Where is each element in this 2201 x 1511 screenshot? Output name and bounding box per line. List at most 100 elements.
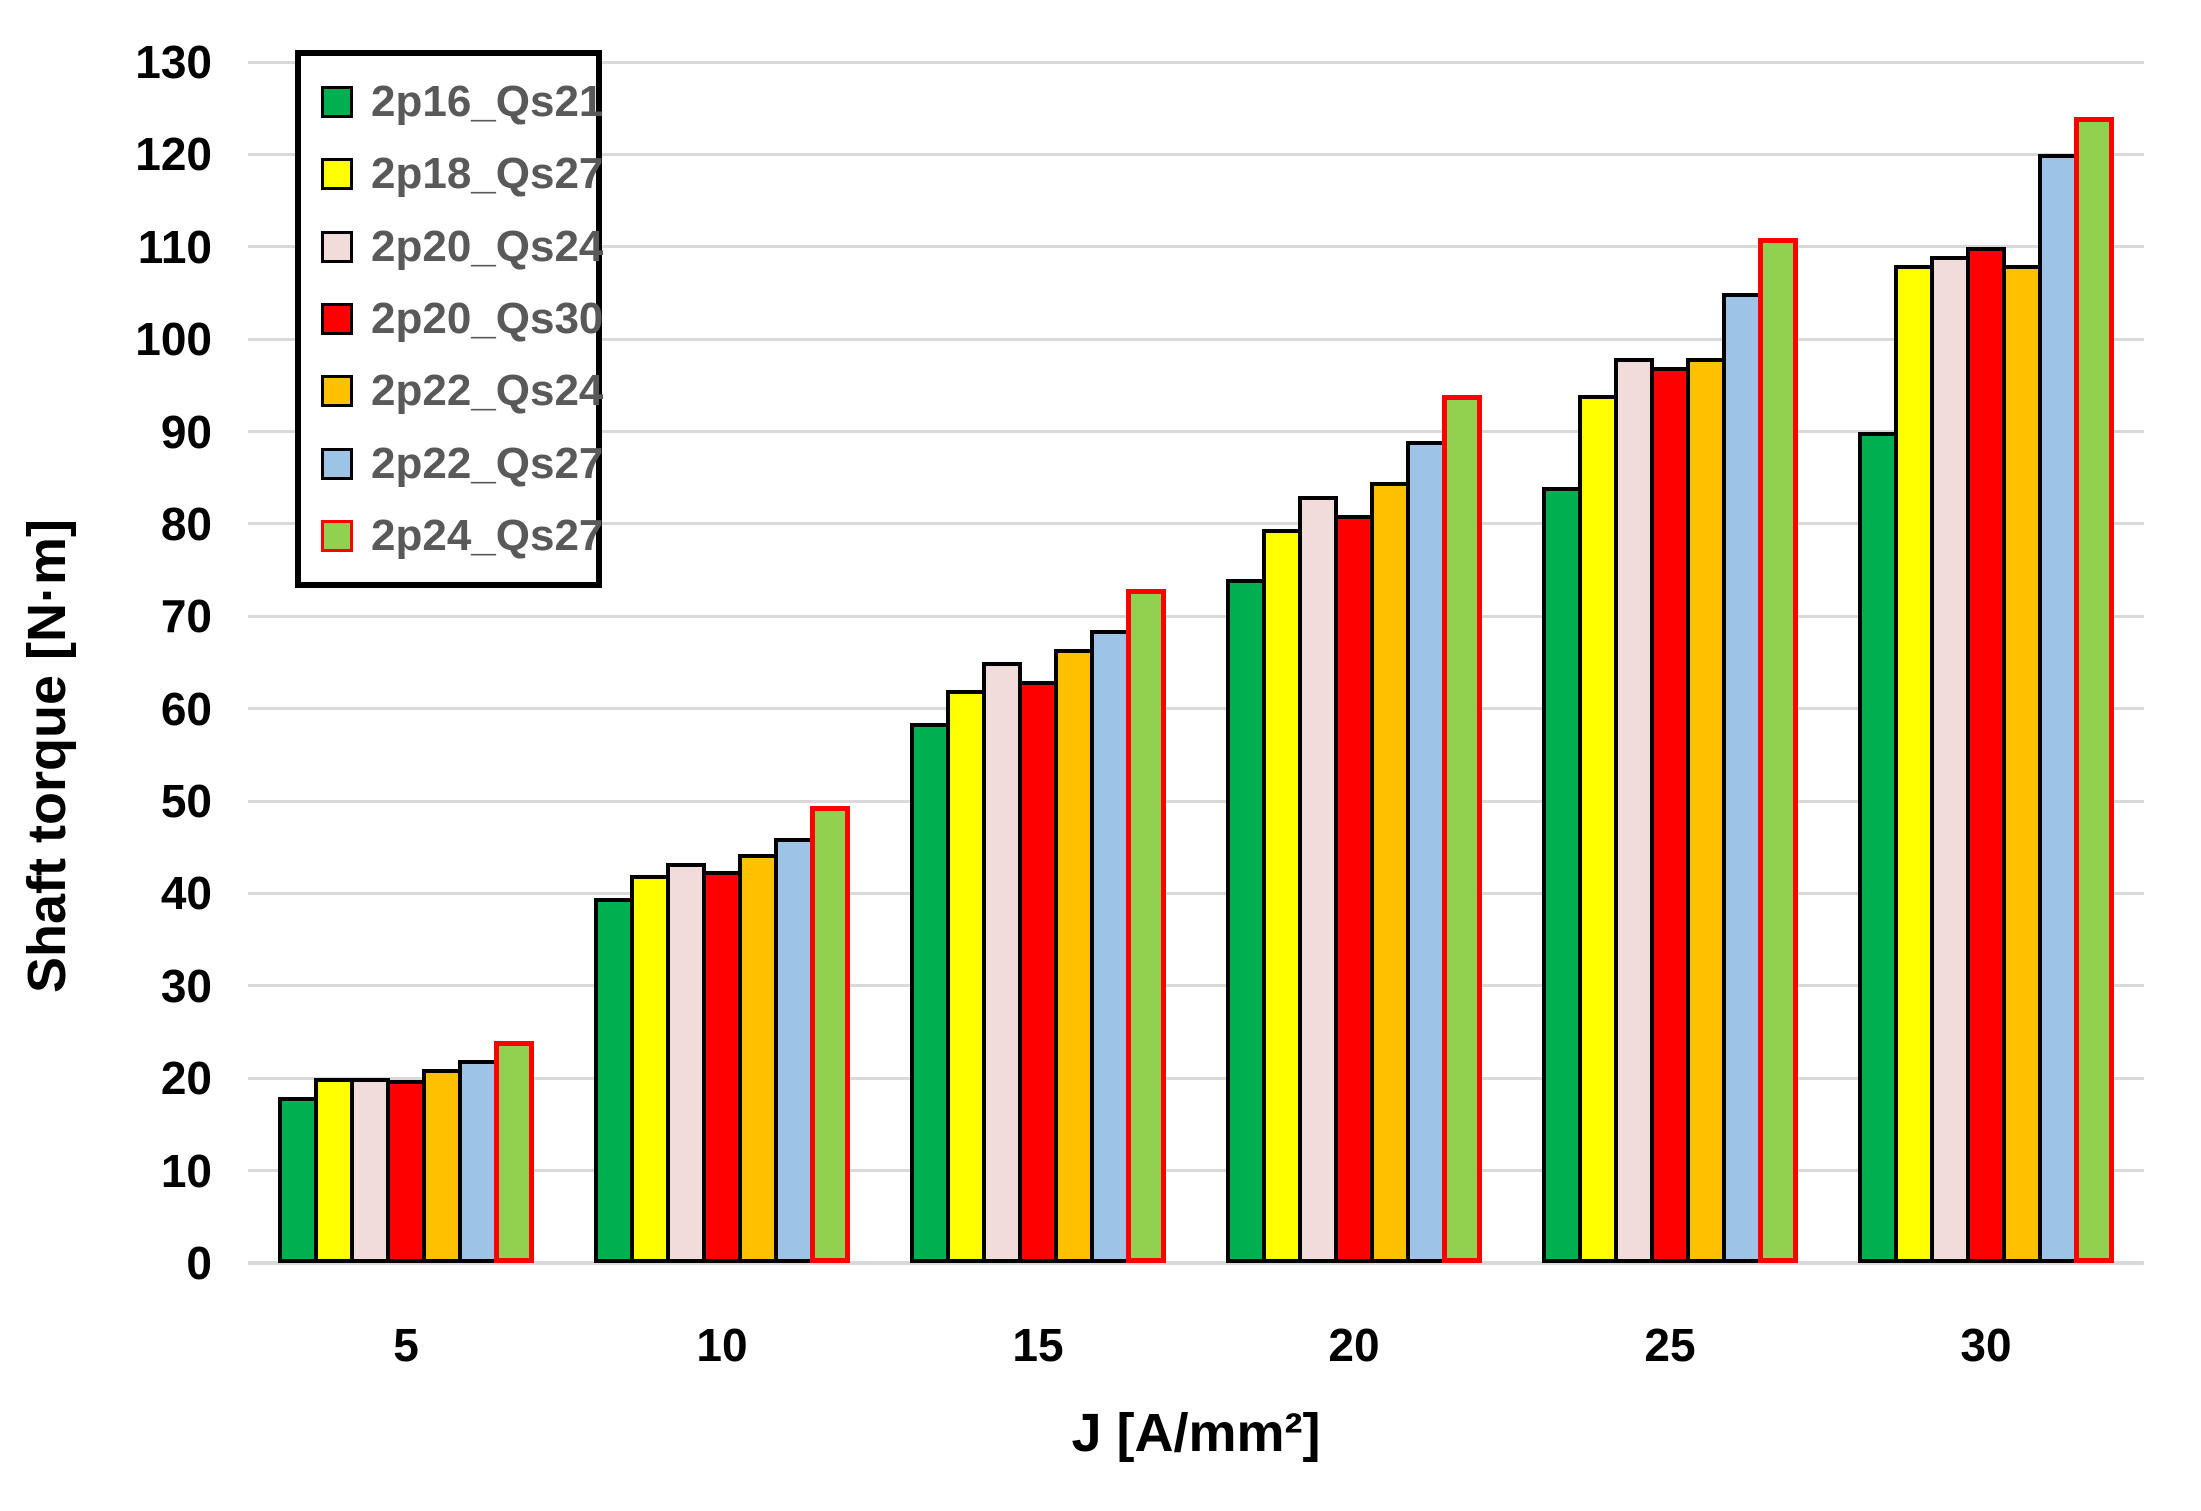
- bar-2p16_Qs21-J15: [910, 723, 950, 1263]
- bar-2p20_Qs24-J25: [1614, 358, 1654, 1263]
- bar-group-10: [564, 806, 880, 1263]
- gridline-20: [248, 1076, 2144, 1080]
- gridline-80: [248, 522, 2144, 526]
- bar-2p22_Qs24-J30: [2002, 265, 2042, 1263]
- legend-label-2p20_Qs30: 2p20_Qs30: [371, 293, 604, 343]
- bar-2p24_Qs27-J25: [1758, 238, 1798, 1263]
- legend-item-2p20_Qs24: 2p20_Qs24: [321, 222, 603, 272]
- bar-2p22_Qs27-J5: [458, 1060, 498, 1263]
- legend-item-2p24_Qs27: 2p24_Qs27: [321, 511, 603, 561]
- bar-2p22_Qs24-J10: [738, 854, 778, 1263]
- gridline-40: [248, 891, 2144, 895]
- x-axis-title: J [A/mm²]: [1071, 1403, 1321, 1463]
- y-tick-60: 60: [160, 682, 212, 735]
- x-tick-20: 20: [1328, 1319, 1380, 1371]
- bar-2p22_Qs24-J20: [1370, 482, 1410, 1263]
- bar-2p22_Qs27-J25: [1722, 293, 1762, 1263]
- bar-2p20_Qs24-J30: [1930, 256, 1970, 1263]
- bar-group-30: [1828, 117, 2144, 1263]
- plot-area: [248, 60, 2144, 1265]
- bar-2p20_Qs30-J20: [1334, 515, 1374, 1263]
- bar-2p16_Qs21-J5: [278, 1097, 318, 1263]
- bar-2p20_Qs30-J15: [1018, 681, 1058, 1263]
- bar-2p22_Qs27-J10: [774, 838, 814, 1263]
- bar-2p20_Qs24-J10: [666, 863, 706, 1263]
- bar-group-20: [1196, 395, 1512, 1263]
- bar-2p20_Qs24-J20: [1298, 496, 1338, 1263]
- bar-2p18_Qs27-J5: [314, 1078, 354, 1263]
- y-tick-20: 20: [160, 1052, 212, 1105]
- legend-item-2p18_Qs27: 2p18_Qs27: [321, 149, 603, 199]
- y-tick-100: 100: [135, 313, 212, 366]
- legend-swatch-2p24_Qs27: [321, 519, 353, 552]
- bar-2p18_Qs27-J25: [1578, 395, 1618, 1263]
- x-tick-25: 25: [1644, 1319, 1696, 1371]
- legend-label-2p18_Qs27: 2p18_Qs27: [371, 149, 604, 199]
- bar-2p18_Qs27-J15: [946, 690, 986, 1263]
- bar-2p20_Qs30-J30: [1966, 247, 2006, 1263]
- gridline-110: [248, 245, 2144, 249]
- gridline-60: [248, 707, 2144, 711]
- bar-2p24_Qs27-J20: [1442, 395, 1482, 1263]
- bar-2p20_Qs24-J5: [350, 1078, 390, 1263]
- y-tick-110: 110: [137, 220, 212, 273]
- bar-2p18_Qs27-J10: [630, 875, 670, 1263]
- legend-swatch-2p16_Qs21: [321, 86, 353, 119]
- bar-group-25: [1512, 238, 1828, 1263]
- bar-2p22_Qs27-J30: [2038, 154, 2078, 1263]
- gridline-50: [248, 799, 2144, 803]
- legend-label-2p20_Qs24: 2p20_Qs24: [371, 221, 604, 271]
- legend-swatch-2p20_Qs24: [321, 230, 353, 263]
- gridline-30: [248, 984, 2144, 988]
- gridline-120: [248, 152, 2144, 156]
- bar-group-5: [248, 1041, 564, 1263]
- bar-2p20_Qs30-J10: [702, 871, 742, 1263]
- legend-item-2p22_Qs24: 2p22_Qs24: [321, 366, 603, 416]
- legend-swatch-2p18_Qs27: [321, 158, 353, 191]
- gridline-70: [248, 614, 2144, 618]
- gridline-100: [248, 337, 2144, 341]
- legend-item-2p16_Qs21: 2p16_Qs21: [321, 77, 603, 127]
- legend-swatch-2p22_Qs24: [321, 375, 353, 408]
- bar-2p24_Qs27-J5: [494, 1041, 534, 1263]
- bar-2p22_Qs24-J5: [422, 1069, 462, 1263]
- bar-2p22_Qs24-J15: [1054, 649, 1094, 1263]
- y-tick-120: 120: [135, 128, 212, 181]
- legend-label-2p22_Qs24: 2p22_Qs24: [371, 366, 604, 416]
- gridline-90: [248, 430, 2144, 434]
- y-tick-0: 0: [186, 1237, 212, 1289]
- x-tick-30: 30: [1960, 1319, 2012, 1371]
- legend-label-2p24_Qs27: 2p24_Qs27: [371, 510, 604, 560]
- gridline-0: [248, 1261, 2144, 1265]
- gridline-130: [248, 60, 2144, 64]
- bar-2p22_Qs27-J20: [1406, 441, 1446, 1263]
- bar-group-15: [880, 589, 1196, 1263]
- legend-item-2p20_Qs30: 2p20_Qs30: [321, 294, 603, 344]
- gridline-10: [248, 1169, 2144, 1173]
- legend-item-2p22_Qs27: 2p22_Qs27: [321, 439, 603, 489]
- bar-2p18_Qs27-J20: [1262, 529, 1302, 1263]
- legend-swatch-2p22_Qs27: [321, 447, 353, 480]
- bar-2p18_Qs27-J30: [1894, 265, 1934, 1263]
- bar-2p16_Qs21-J30: [1858, 432, 1898, 1263]
- legend-label-2p22_Qs27: 2p22_Qs27: [371, 438, 604, 488]
- legend: 2p16_Qs21 2p18_Qs27 2p20_Qs24 2p20_Qs30 2p22…: [295, 50, 603, 588]
- y-tick-30: 30: [160, 959, 212, 1012]
- bar-2p24_Qs27-J10: [810, 806, 850, 1263]
- bar-2p16_Qs21-J20: [1226, 579, 1266, 1263]
- legend-swatch-2p20_Qs30: [321, 302, 353, 335]
- y-tick-10: 10: [160, 1144, 212, 1197]
- bar-2p24_Qs27-J15: [1126, 589, 1166, 1263]
- y-tick-50: 50: [160, 775, 212, 828]
- bar-2p22_Qs24-J25: [1686, 358, 1726, 1263]
- bar-2p16_Qs21-J25: [1542, 487, 1582, 1263]
- x-tick-10: 10: [696, 1319, 748, 1371]
- bar-2p22_Qs27-J15: [1090, 630, 1130, 1263]
- bar-2p20_Qs30-J25: [1650, 367, 1690, 1263]
- y-tick-80: 80: [160, 497, 212, 550]
- bar-2p24_Qs27-J30: [2074, 117, 2114, 1263]
- y-tick-130: 130: [135, 36, 212, 88]
- y-axis-tick-labels: 0 10 20 30 40 50 60 70 80 90 100 110 120 130: [0, 0, 212, 1511]
- x-tick-15: 15: [1012, 1319, 1064, 1371]
